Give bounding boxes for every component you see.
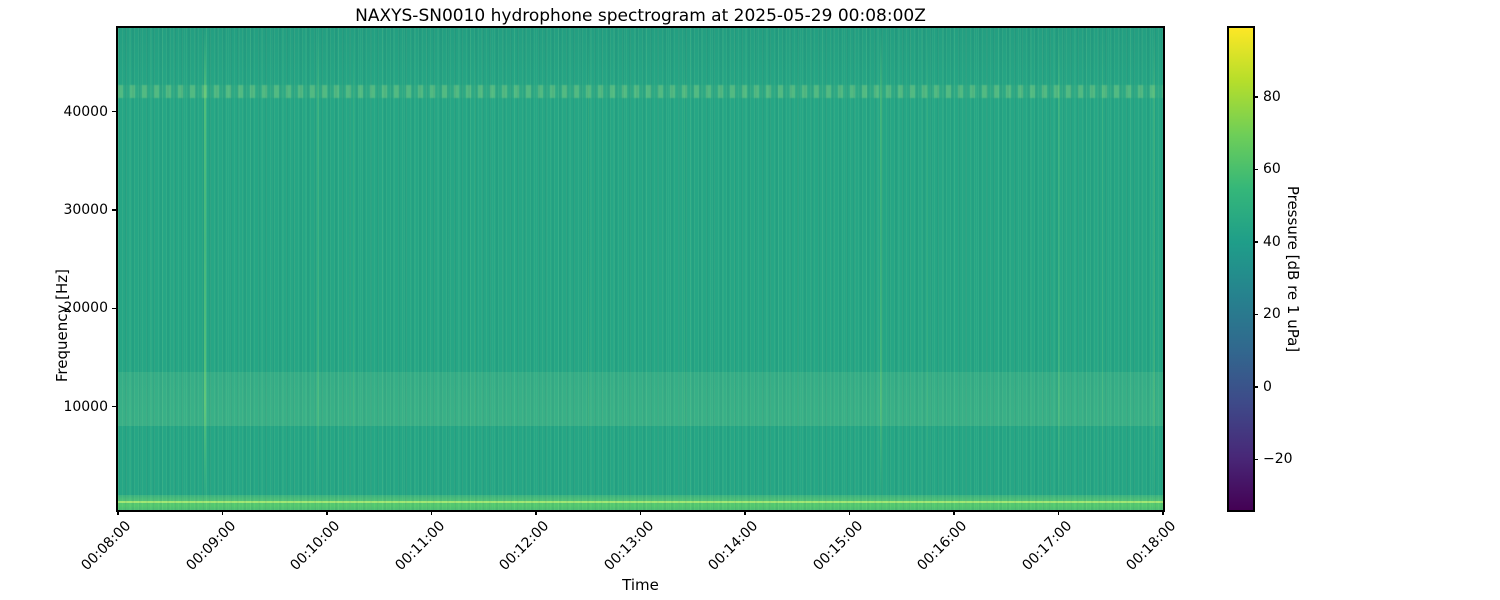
- x-tick-label: 00:10:00: [287, 518, 344, 574]
- y-tick-mark: [112, 110, 117, 113]
- colorbar-tick-label: 0: [1263, 378, 1272, 395]
- colorbar-tick-mark: [1253, 458, 1258, 460]
- colorbar-tick-mark: [1253, 96, 1258, 98]
- x-tick-label: 00:17:00: [1019, 518, 1075, 574]
- y-tick-mark: [112, 307, 117, 310]
- x-tick-label: 00:18:00: [1123, 518, 1180, 574]
- y-tick-label: 10000: [63, 398, 108, 415]
- y-tick-label: 40000: [63, 103, 108, 120]
- x-tick-label: 00:08:00: [78, 518, 135, 574]
- y-axis-label: Frequency [Hz]: [53, 269, 71, 383]
- x-tick-mark: [848, 510, 851, 515]
- x-axis-label: Time: [622, 576, 659, 594]
- x-tick-mark: [117, 510, 119, 515]
- colorbar-tick-label: −20: [1263, 451, 1293, 468]
- chart-title: NAXYS-SN0010 hydrophone spectrogram at 2…: [355, 6, 926, 26]
- x-tick-mark: [1162, 510, 1164, 515]
- x-tick-mark: [953, 510, 955, 515]
- x-tick-mark: [430, 510, 433, 515]
- x-tick-label: 00:14:00: [705, 518, 762, 574]
- colorbar-label: Pressure [dB re 1 uPa]: [1284, 185, 1302, 353]
- x-tick-label: 00:15:00: [810, 518, 866, 574]
- x-tick-mark: [326, 510, 328, 515]
- y-tick-label: 30000: [63, 201, 108, 218]
- x-tick-label: 00:13:00: [601, 518, 657, 574]
- colorbar-tick-label: 80: [1263, 88, 1281, 105]
- colorbar-tick-mark: [1253, 313, 1258, 316]
- x-tick-label: 00:12:00: [496, 518, 553, 574]
- colorbar-tick-mark: [1253, 241, 1258, 243]
- colorbar-tick-label: 60: [1263, 161, 1281, 178]
- x-tick-mark: [535, 510, 537, 515]
- x-tick-mark: [744, 510, 746, 515]
- y-tick-mark: [112, 209, 117, 211]
- y-tick-mark: [112, 405, 117, 408]
- spectrogram-heatmap: [118, 28, 1163, 510]
- colorbar-tick-mark: [1253, 386, 1258, 388]
- y-tick-label: 20000: [63, 300, 108, 317]
- x-tick-label: 00:09:00: [183, 518, 239, 574]
- x-tick-mark: [221, 510, 224, 515]
- colorbar-gradient: [1229, 28, 1253, 510]
- x-tick-label: 00:16:00: [914, 518, 971, 574]
- colorbar-tick-mark: [1253, 168, 1258, 171]
- x-tick-mark: [1057, 510, 1060, 515]
- colorbar-tick-label: 40: [1263, 233, 1281, 250]
- colorbar-tick-label: 20: [1263, 306, 1281, 323]
- x-tick-mark: [639, 510, 642, 515]
- x-tick-label: 00:11:00: [392, 518, 448, 574]
